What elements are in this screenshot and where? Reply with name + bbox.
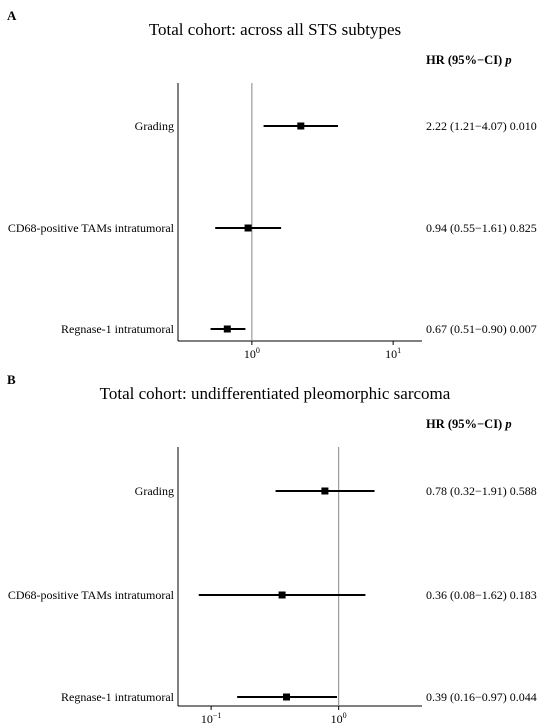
hr-header-label: HR (95%−CI) [426, 53, 503, 67]
x-tick-label: 100 [331, 711, 347, 726]
panel-label: B [7, 372, 16, 387]
hr-point [297, 122, 305, 130]
x-tick-label: 100 [244, 346, 260, 361]
hr-ci-p-value: 0.78 (0.32−1.91) 0.588 [426, 484, 537, 498]
hr-header-label: HR (95%−CI) [426, 417, 503, 431]
p-header-label: p [505, 417, 512, 431]
chart-title: Total cohort: across all STS subtypes [148, 20, 402, 39]
hr-ci-p-value: 0.36 (0.08−1.62) 0.183 [426, 588, 537, 602]
row-label: Grading [135, 484, 174, 498]
hr-ci-p-value: 0.94 (0.55−1.61) 0.825 [426, 221, 537, 235]
hr-column-header: HR (95%−CI) p [426, 417, 512, 432]
p-header-label: p [505, 53, 512, 67]
forest-plot-panel-b: B Total cohort: undifferentiated pleomor… [0, 364, 550, 728]
row-label: Grading [135, 119, 174, 133]
hr-point [278, 591, 286, 599]
hr-point [223, 325, 231, 333]
row-label: CD68-positive TAMs intratumoral [8, 221, 175, 235]
forest-plot-a: 100 101 Grading 2.22 (1.21−4.07) 0.010 CD68-… [8, 83, 537, 361]
forest-plot-b: 10−1 100 Grading 0.78 (0.32−1.91) 0.588 CD68… [8, 447, 537, 726]
row-label: CD68-positive TAMs intratumoral [8, 588, 175, 602]
forest-plot-panel-a: A Total cohort: across all STS subtypes … [7, 8, 537, 361]
chart-title: Total cohort: undifferentiated pleomorph… [99, 384, 451, 403]
panel-label: A [7, 8, 17, 23]
hr-ci-p-value: 0.39 (0.16−0.97) 0.044 [426, 690, 537, 704]
hr-column-header: HR (95%−CI) p [426, 53, 512, 68]
hr-point [244, 224, 252, 232]
hr-ci-p-value: 0.67 (0.51−0.90) 0.007 [426, 322, 537, 336]
x-tick-label: 101 [385, 346, 401, 361]
row-label: Regnase-1 intratumoral [61, 322, 175, 336]
hr-ci-p-value: 2.22 (1.21−4.07) 0.010 [426, 119, 537, 133]
hr-point [321, 487, 329, 495]
hr-point [283, 693, 291, 701]
x-tick-label: 10−1 [201, 711, 222, 726]
row-label: Regnase-1 intratumoral [61, 690, 175, 704]
